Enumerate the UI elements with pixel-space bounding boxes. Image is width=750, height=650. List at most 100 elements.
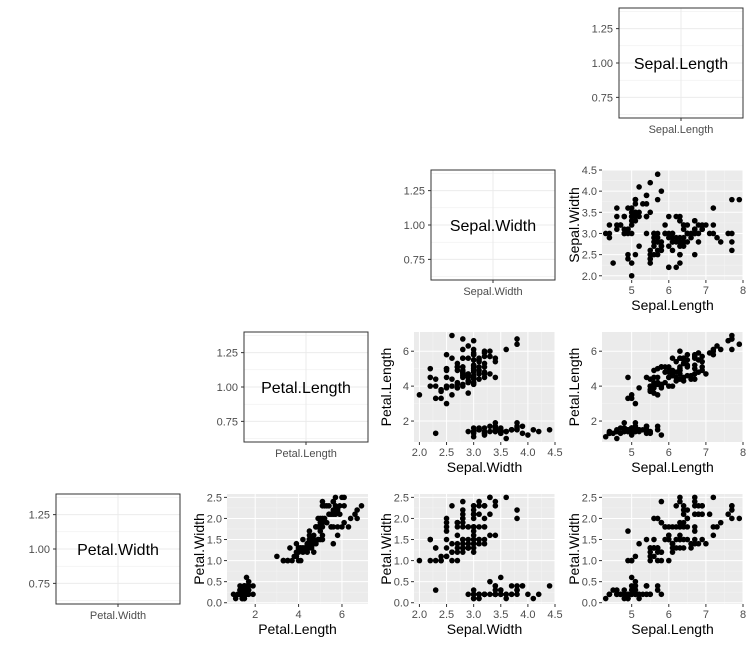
data-point <box>703 371 709 377</box>
data-point <box>632 425 639 431</box>
data-point <box>302 545 308 551</box>
data-point <box>454 549 461 555</box>
x-tick-label: 6 <box>666 285 672 297</box>
data-point <box>232 595 239 602</box>
data-point <box>614 435 620 442</box>
panel-diag-sepal-width: 0.75 1.00 1.25 Sepal.Width Sepal.Width <box>404 169 556 298</box>
data-point <box>326 511 332 518</box>
data-point <box>427 536 434 543</box>
x-tick-label: 2 <box>252 609 258 621</box>
data-point <box>297 557 304 564</box>
data-point <box>699 353 705 360</box>
data-point <box>614 222 620 228</box>
data-point <box>673 213 680 220</box>
data-point <box>677 217 683 224</box>
y-axis-title: Petal.Width <box>378 513 394 585</box>
data-point <box>628 587 635 593</box>
data-point <box>706 511 713 518</box>
y-tick-label: 0.5 <box>582 577 597 589</box>
data-point <box>710 524 717 530</box>
data-point <box>334 532 341 539</box>
data-point <box>470 351 477 358</box>
data-point <box>476 498 482 505</box>
data-point <box>519 583 526 589</box>
data-point <box>647 388 654 395</box>
data-point <box>614 591 620 598</box>
data-point <box>476 540 482 547</box>
data-point <box>476 355 482 361</box>
data-point <box>438 395 444 402</box>
y-tick-label: 2.5 <box>582 492 597 504</box>
x-axis-title: Sepal.Length <box>631 621 714 637</box>
data-point <box>647 260 654 266</box>
data-point <box>470 540 477 547</box>
data-point <box>460 507 466 513</box>
data-point <box>673 545 680 551</box>
data-point <box>614 428 620 435</box>
data-point <box>636 184 642 190</box>
data-point <box>606 230 613 237</box>
data-point <box>492 583 499 589</box>
x-axis-title: Petal.Width <box>90 610 146 622</box>
data-point <box>449 383 455 389</box>
data-point <box>651 243 657 249</box>
data-point <box>432 557 439 564</box>
data-point <box>647 179 654 186</box>
points <box>602 332 743 442</box>
data-point <box>673 358 680 365</box>
data-point <box>443 365 450 372</box>
data-point <box>695 239 702 245</box>
data-point <box>470 346 477 353</box>
data-point <box>319 532 326 539</box>
y-tick-label: 0.75 <box>29 578 50 590</box>
data-point <box>628 222 635 228</box>
data-point <box>710 222 717 228</box>
data-point <box>476 371 482 377</box>
y-tick-label: 1.5 <box>582 535 597 547</box>
data-point <box>250 591 256 598</box>
data-point <box>665 234 672 241</box>
data-point <box>443 528 450 534</box>
data-point <box>684 362 691 368</box>
data-point <box>293 540 300 547</box>
data-point <box>736 196 743 203</box>
data-point <box>330 511 337 518</box>
data-point <box>632 578 639 585</box>
panel-diag-petal-width: 0.75 1.00 1.25 Petal.Width Petal.Width <box>29 493 181 622</box>
data-point <box>470 369 477 375</box>
y-tick-label: 2.5 <box>207 492 222 504</box>
data-point <box>680 524 687 530</box>
data-point <box>465 390 472 396</box>
data-point <box>514 341 520 348</box>
data-point <box>330 540 337 547</box>
x-tick-label: 6 <box>339 609 345 621</box>
data-point <box>306 528 313 534</box>
data-point <box>454 379 461 386</box>
data-point <box>454 385 461 391</box>
data-point <box>319 524 326 530</box>
y-tick-label: 0.0 <box>394 598 409 610</box>
data-point <box>503 494 509 501</box>
data-point <box>628 428 635 435</box>
data-point <box>476 511 482 518</box>
data-point <box>665 557 672 564</box>
data-point <box>297 545 304 551</box>
data-point <box>341 519 347 526</box>
data-point <box>460 519 466 526</box>
data-point <box>481 374 488 381</box>
x-axis-title: Petal.Length <box>258 621 337 637</box>
data-point <box>606 430 613 437</box>
data-point <box>691 230 698 237</box>
data-point <box>658 519 665 526</box>
x-tick-label: 4.0 <box>520 609 535 621</box>
data-point <box>632 419 639 426</box>
data-point <box>308 540 315 547</box>
y-tick-label: 1.00 <box>404 220 425 232</box>
data-point <box>470 503 477 509</box>
data-point <box>354 515 360 522</box>
y-tick-label: 1.0 <box>394 556 409 568</box>
data-point <box>339 524 345 530</box>
x-tick-label: 2.5 <box>439 609 454 621</box>
data-point <box>239 591 245 598</box>
y-tick-label: 2.0 <box>582 271 597 283</box>
